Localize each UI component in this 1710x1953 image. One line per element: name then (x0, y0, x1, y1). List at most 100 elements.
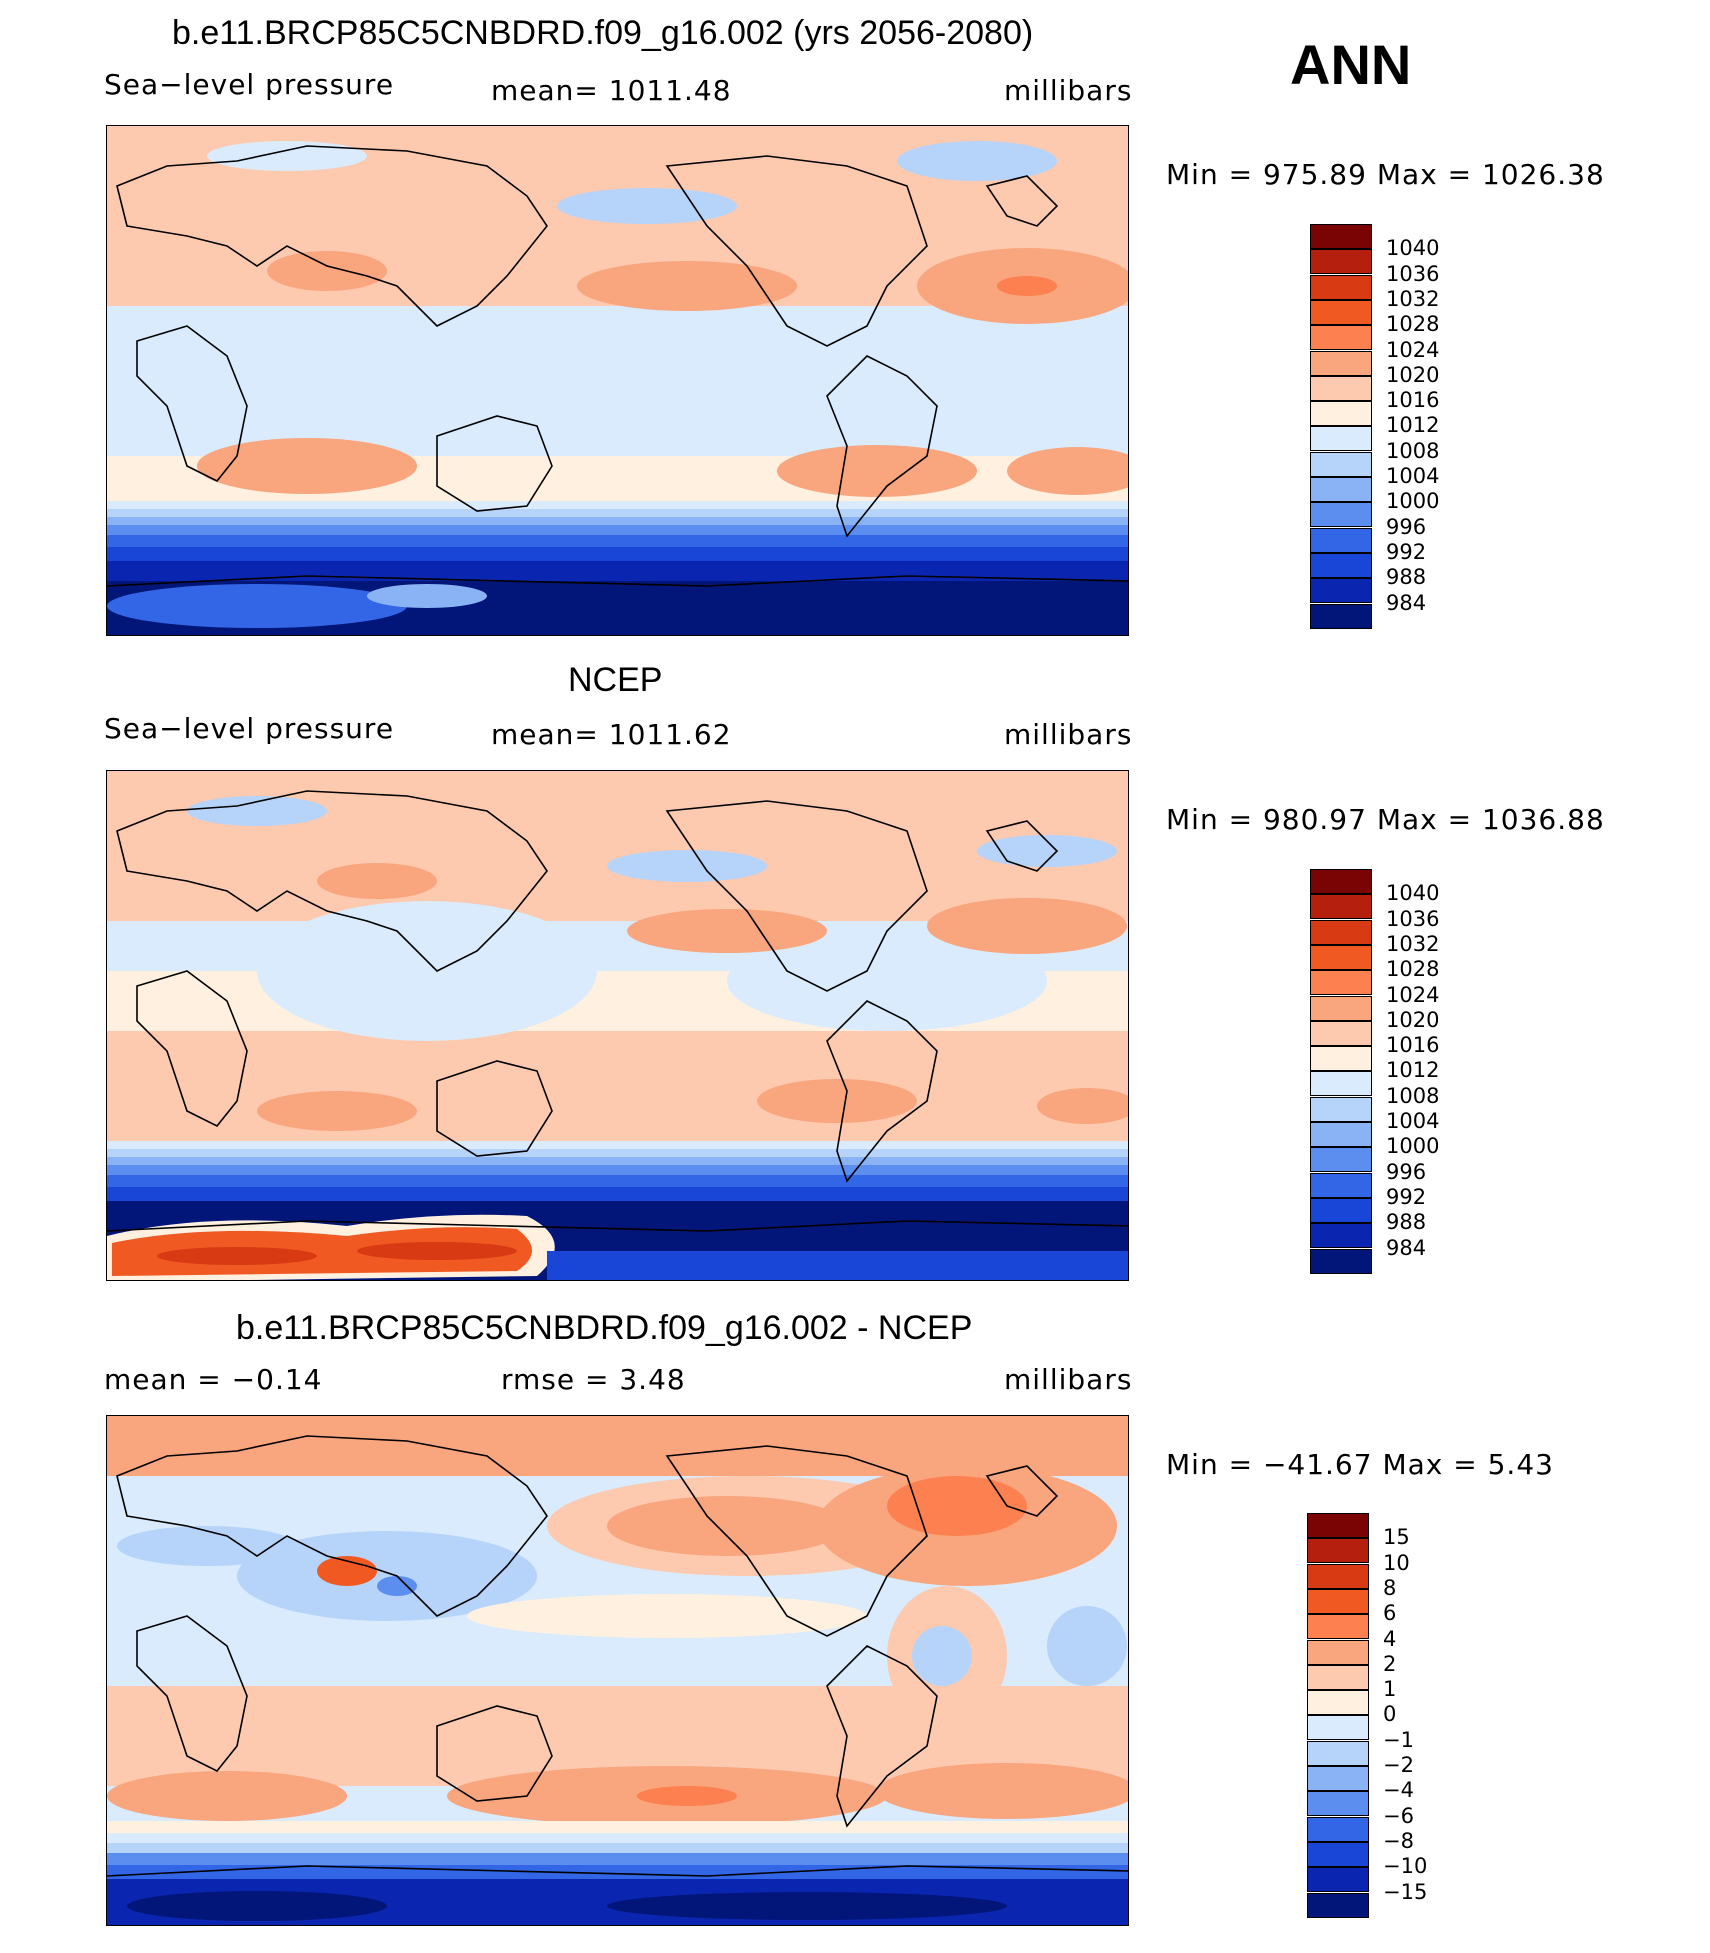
legend-color-box (1310, 1197, 1372, 1223)
panel-diff-mean-label: mean = −0.14 (104, 1363, 323, 1396)
panel-model-minmax: Min = 975.89 Max = 1026.38 (1166, 158, 1605, 191)
legend-tick-label: 8 (1383, 1575, 1397, 1600)
legend-color-box (1307, 1563, 1369, 1589)
legend-color-box (1310, 869, 1372, 894)
legend-tick-label: 1040 (1386, 236, 1440, 261)
legend-tick-label: 984 (1386, 590, 1427, 615)
legend-color-box (1307, 1867, 1369, 1893)
legend-tick-label: 988 (1386, 1210, 1427, 1235)
legend-color-box (1310, 894, 1372, 920)
legend-tick-label: −2 (1383, 1753, 1414, 1777)
panel-obs-mean-label: mean= 1011.62 (491, 718, 732, 751)
legend-color-box (1307, 1740, 1369, 1766)
legend-tick-label: 1028 (1386, 312, 1440, 337)
panel-diff-map (106, 1415, 1129, 1926)
legend-color-box (1310, 249, 1372, 275)
legend-tick-label: 1012 (1386, 413, 1440, 438)
legend-color-box (1307, 1816, 1369, 1842)
legend-color-box (1310, 426, 1372, 452)
legend-color-box (1310, 502, 1372, 528)
legend-color-box (1310, 995, 1372, 1021)
legend-tick-label: 1036 (1386, 261, 1440, 286)
legend-color-box (1310, 350, 1372, 376)
panel-diff-minmax: Min = −41.67 Max = 5.43 (1166, 1448, 1554, 1481)
panel-obs-title: NCEP (568, 661, 663, 699)
legend-color-box (1310, 1147, 1372, 1173)
panel-model-units-label: millibars (1004, 74, 1133, 107)
panel-model-variable-label: Sea−level pressure (104, 68, 395, 101)
legend-color-box (1310, 1248, 1372, 1274)
panel-obs-variable-label: Sea−level pressure (104, 712, 395, 745)
legend-tick-label: −4 (1383, 1778, 1414, 1803)
legend-color-box (1307, 1715, 1369, 1741)
panel-diff-rmse-label: rmse = 3.48 (501, 1363, 686, 1396)
legend-tick-label: 1028 (1386, 957, 1440, 982)
panel-obs-map (106, 770, 1129, 1281)
legend-tick-label: −1 (1383, 1727, 1414, 1752)
legend-tick-label: 15 (1383, 1525, 1410, 1550)
legend-color-box (1310, 1223, 1372, 1249)
legend-tick-label: 992 (1386, 539, 1427, 564)
legend-color-box (1310, 1020, 1372, 1046)
legend-color-box (1310, 919, 1372, 945)
legend-color-box (1307, 1614, 1369, 1640)
legend-color-box (1310, 224, 1372, 249)
legend-tick-label: 4 (1383, 1626, 1397, 1651)
legend-tick-label: 1008 (1386, 1083, 1440, 1108)
legend-color-box (1310, 477, 1372, 502)
legend-tick-label: 10 (1383, 1550, 1410, 1575)
panel-diff-title: b.e11.BRCP85C5CNBDRD.f09_g16.002 - NCEP (236, 1309, 973, 1347)
legend-color-box (1310, 578, 1372, 604)
legend-color-box (1310, 527, 1372, 553)
legend-tick-label: 1040 (1386, 881, 1440, 906)
legend-color-box (1307, 1690, 1369, 1716)
legend-tick-label: 1008 (1386, 438, 1440, 463)
legend-tick-label: 988 (1386, 565, 1427, 590)
legend-color-box (1307, 1766, 1369, 1791)
legend-color-box (1307, 1538, 1369, 1564)
legend-tick-label: −8 (1383, 1828, 1414, 1853)
legend-color-box (1310, 274, 1372, 300)
legend-color-box (1307, 1664, 1369, 1690)
legend-tick-label: 996 (1386, 1159, 1427, 1184)
panel-diff-units-label: millibars (1004, 1363, 1133, 1396)
legend-color-box (1310, 299, 1372, 325)
legend-tick-label: 1036 (1386, 906, 1440, 931)
legend-tick-label: −10 (1383, 1854, 1428, 1879)
panel-model-map (106, 125, 1129, 636)
legend-color-box (1310, 1122, 1372, 1147)
legend-tick-label: 1020 (1386, 362, 1440, 387)
legend-color-box (1310, 552, 1372, 578)
legend-color-box (1310, 401, 1372, 427)
legend-color-box (1310, 944, 1372, 970)
legend-tick-label: −15 (1383, 1879, 1428, 1904)
legend-color-box (1310, 970, 1372, 996)
legend-color-box (1310, 1096, 1372, 1122)
legend-tick-label: 996 (1386, 514, 1427, 539)
legend-tick-label: 1000 (1386, 489, 1440, 514)
legend-tick-label: 1024 (1386, 337, 1440, 362)
legend-tick-label: 1004 (1386, 464, 1440, 488)
legend-tick-label: 1000 (1386, 1134, 1440, 1159)
legend-color-box (1307, 1513, 1369, 1538)
legend-tick-label: 2 (1383, 1651, 1397, 1676)
legend-color-box (1310, 1172, 1372, 1198)
legend-tick-label: 1032 (1386, 286, 1440, 311)
legend-color-box (1310, 375, 1372, 401)
legend-tick-label: 992 (1386, 1184, 1427, 1209)
panel-model-title: b.e11.BRCP85C5CNBDRD.f09_g16.002 (yrs 20… (172, 14, 1034, 52)
legend-tick-label: 1016 (1386, 388, 1440, 413)
panel-obs-minmax: Min = 980.97 Max = 1036.88 (1166, 803, 1605, 836)
legend-tick-label: 1 (1383, 1677, 1397, 1702)
legend-color-box (1310, 1071, 1372, 1097)
panel-model-mean-label: mean= 1011.48 (491, 74, 732, 107)
legend-tick-label: 1012 (1386, 1058, 1440, 1083)
legend-tick-label: 1016 (1386, 1033, 1440, 1058)
legend-tick-label: 0 (1383, 1702, 1397, 1727)
legend-color-box (1307, 1841, 1369, 1867)
legend-tick-label: 1024 (1386, 982, 1440, 1007)
legend-tick-label: 984 (1386, 1235, 1427, 1260)
panel-obs-units-label: millibars (1004, 718, 1133, 751)
legend-color-box (1310, 451, 1372, 477)
legend-color-box (1310, 603, 1372, 629)
